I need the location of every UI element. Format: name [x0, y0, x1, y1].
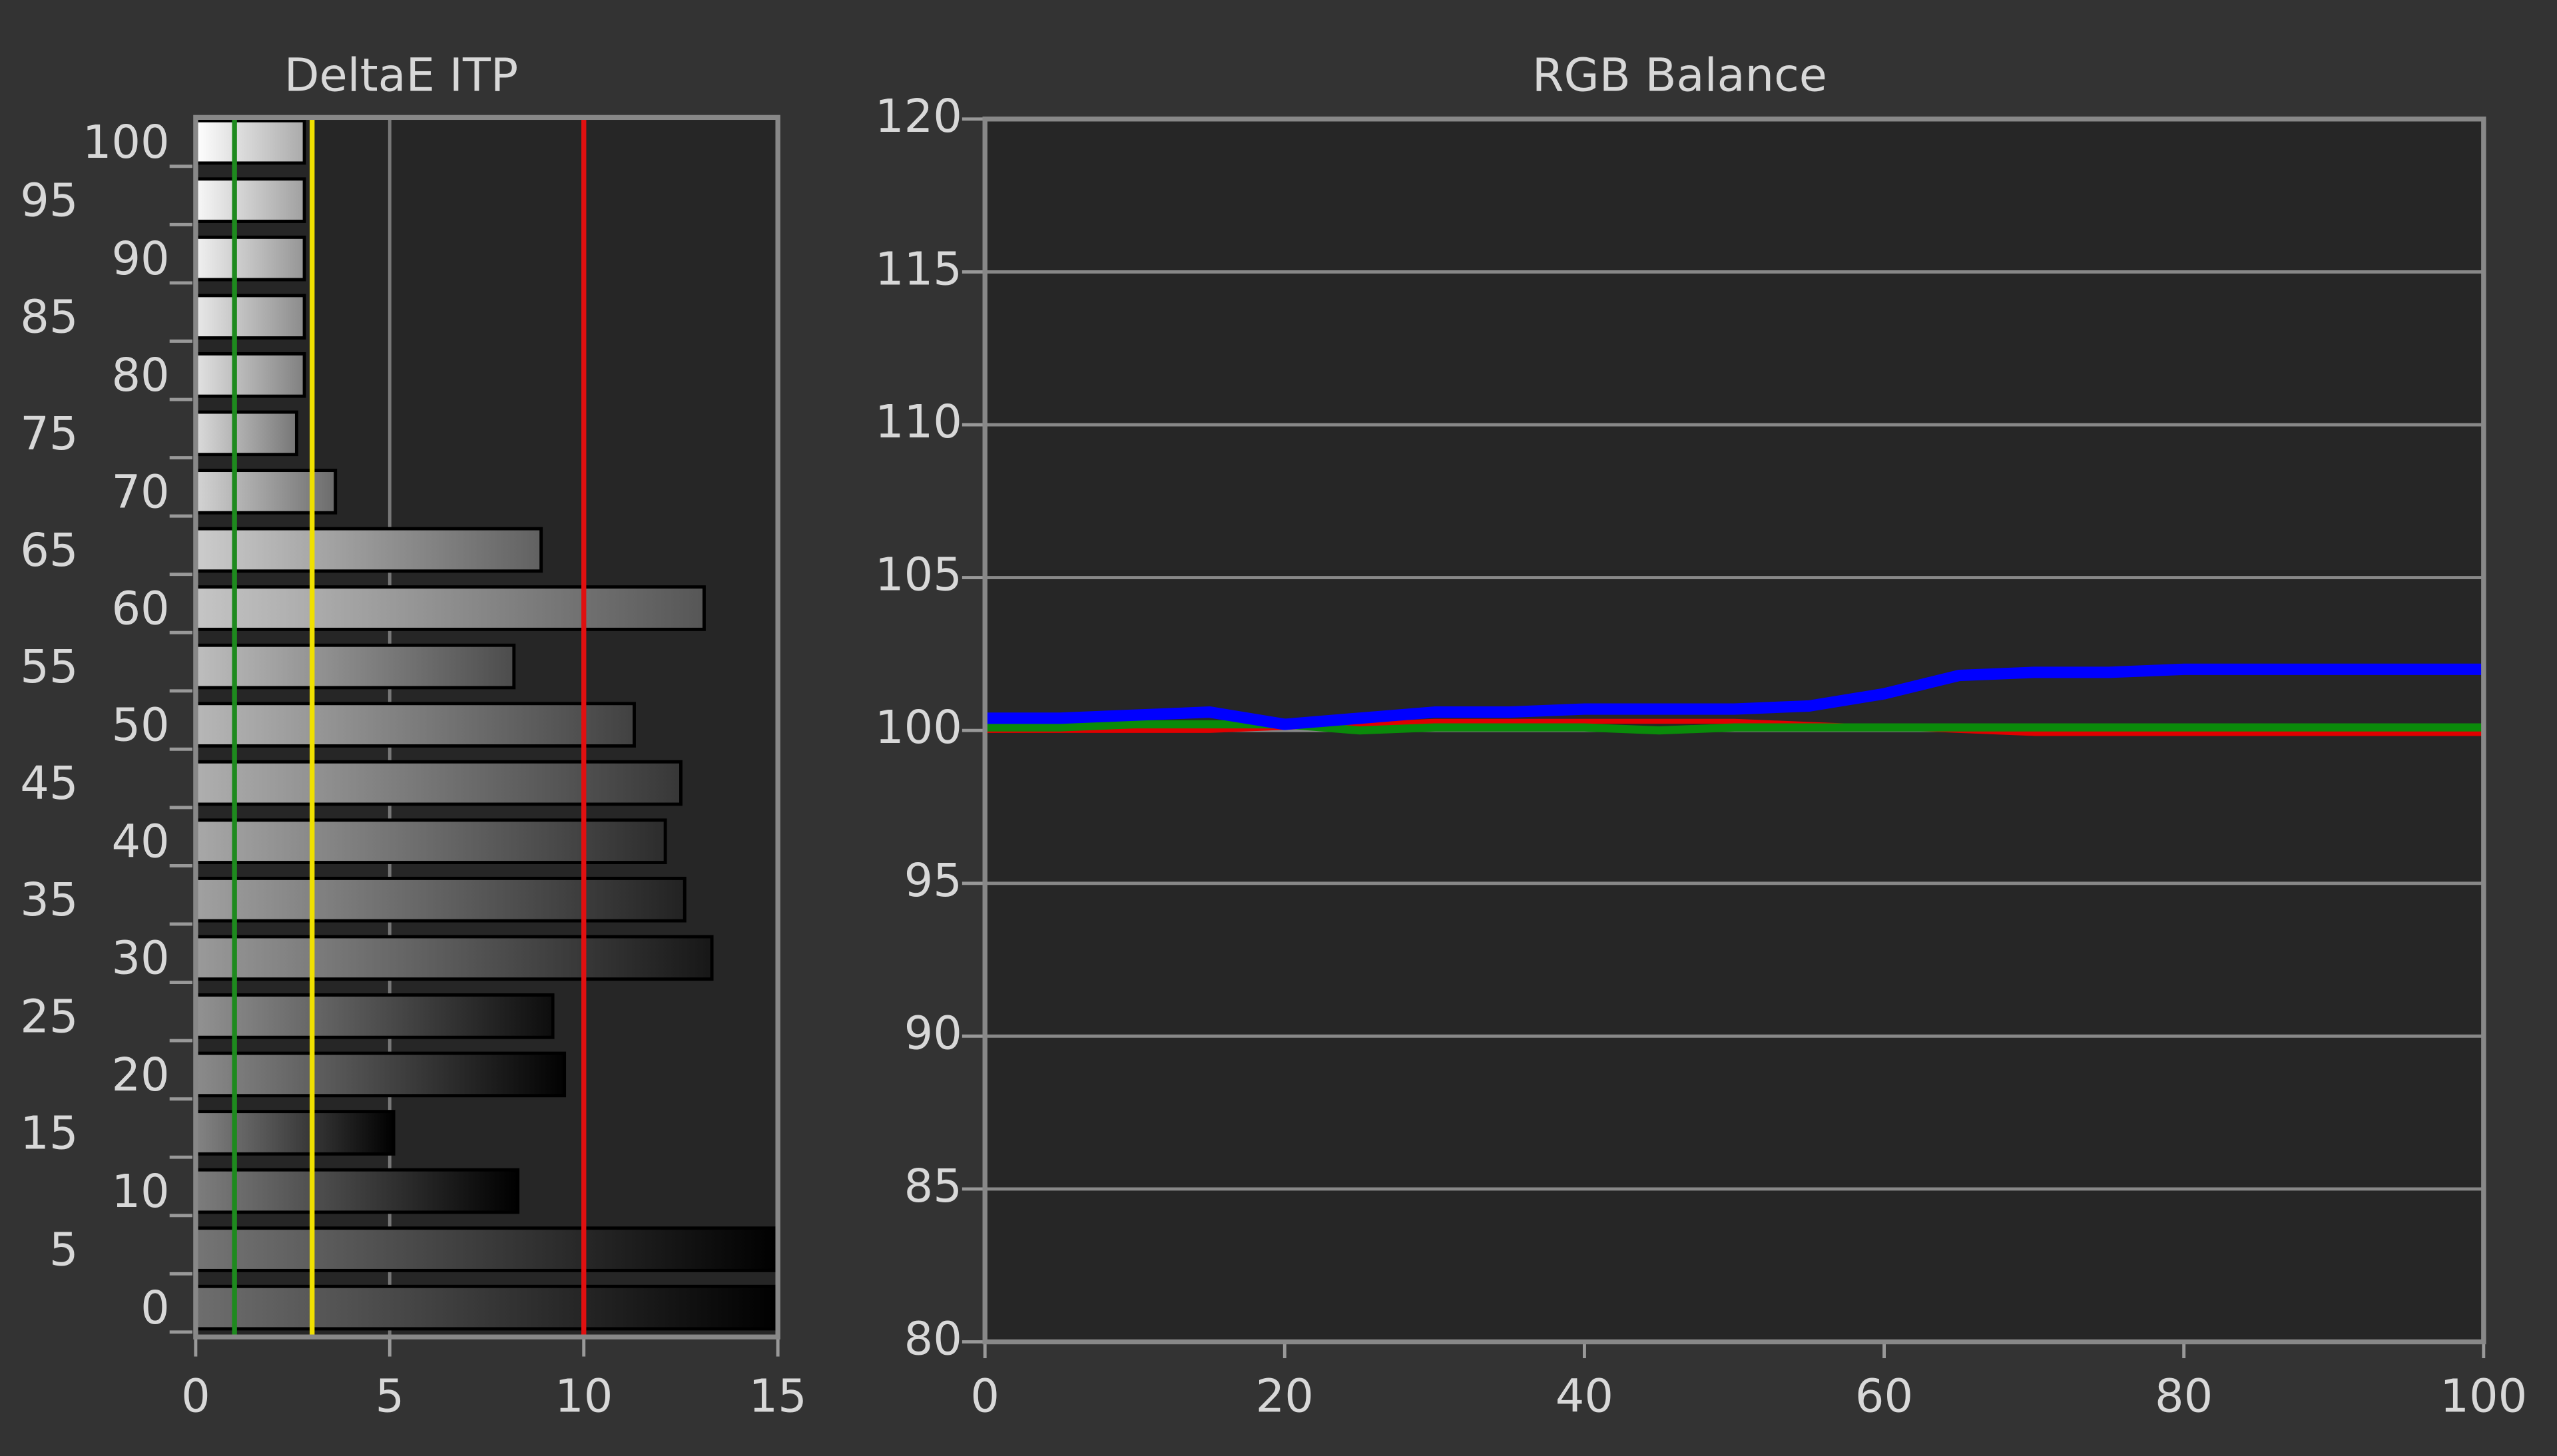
x-tick-label: 0 [181, 1369, 210, 1423]
bar [194, 119, 306, 165]
y-tick-label: 70 [111, 465, 169, 519]
series-line [985, 718, 2484, 736]
y-tick-label: 110 [875, 395, 962, 449]
bar [194, 818, 667, 864]
bar [194, 527, 543, 573]
bar [194, 1284, 780, 1331]
bar [194, 1226, 780, 1272]
y-tick-label: 55 [20, 640, 78, 694]
y-tick-label: 90 [904, 1007, 962, 1060]
y-tick-label: 50 [111, 699, 169, 752]
x-tick-label: 100 [2440, 1369, 2527, 1423]
bar [194, 702, 636, 748]
bar [194, 177, 306, 223]
x-tick-label: 60 [1855, 1369, 1913, 1423]
x-tick-label: 20 [1256, 1369, 1314, 1423]
bar [194, 876, 687, 923]
x-tick-label: 40 [1556, 1369, 1613, 1423]
y-tick-label: 115 [875, 242, 962, 296]
y-tick-label: 25 [20, 990, 78, 1043]
y-tick-label: 75 [20, 407, 78, 461]
y-tick-label: 30 [111, 932, 169, 985]
y-tick-label: 45 [20, 757, 78, 810]
x-tick-label: 10 [555, 1369, 613, 1423]
y-tick-label: 85 [20, 291, 78, 344]
y-tick-label: 0 [141, 1282, 170, 1335]
chart-title: DeltaE ITP [284, 49, 518, 103]
y-tick-label: 105 [875, 549, 962, 602]
plot-frame [193, 115, 780, 1339]
bar [194, 352, 306, 398]
y-tick-label: 20 [111, 1049, 169, 1102]
y-tick-label: 35 [20, 873, 78, 927]
y-tick-label: 90 [111, 232, 169, 286]
x-tick-label: 80 [2155, 1369, 2213, 1423]
bar [194, 294, 306, 340]
y-tick-label: 100 [875, 701, 962, 754]
y-tick-label: 60 [111, 582, 169, 635]
y-tick-label: 100 [83, 116, 170, 169]
series-line [985, 720, 2484, 735]
y-tick-label: 80 [111, 349, 169, 402]
y-tick-label: 15 [20, 1106, 78, 1160]
plot-frame [982, 117, 2486, 1345]
bar [194, 643, 516, 690]
bar [194, 760, 683, 806]
x-tick-label: 15 [749, 1369, 807, 1423]
y-tick-label: 65 [20, 524, 78, 577]
y-tick-label: 95 [20, 174, 78, 228]
x-tick-label: 5 [375, 1369, 404, 1423]
bar [194, 1051, 567, 1098]
bar [194, 235, 306, 282]
y-tick-label: 85 [904, 1160, 962, 1213]
bar [194, 585, 706, 631]
y-tick-label: 80 [904, 1313, 962, 1366]
y-tick-label: 40 [111, 816, 169, 869]
bar [194, 410, 298, 457]
y-tick-label: 95 [904, 854, 962, 907]
series-line [985, 663, 2484, 730]
bar [194, 1110, 396, 1156]
y-tick-label: 5 [49, 1223, 79, 1276]
bar [194, 1168, 520, 1214]
bar [194, 993, 555, 1039]
chart-title: RGB Balance [1532, 49, 1827, 103]
bar [194, 935, 714, 981]
y-tick-label: 10 [111, 1165, 169, 1218]
x-tick-label: 0 [970, 1369, 999, 1423]
y-tick-label: 120 [875, 90, 962, 143]
